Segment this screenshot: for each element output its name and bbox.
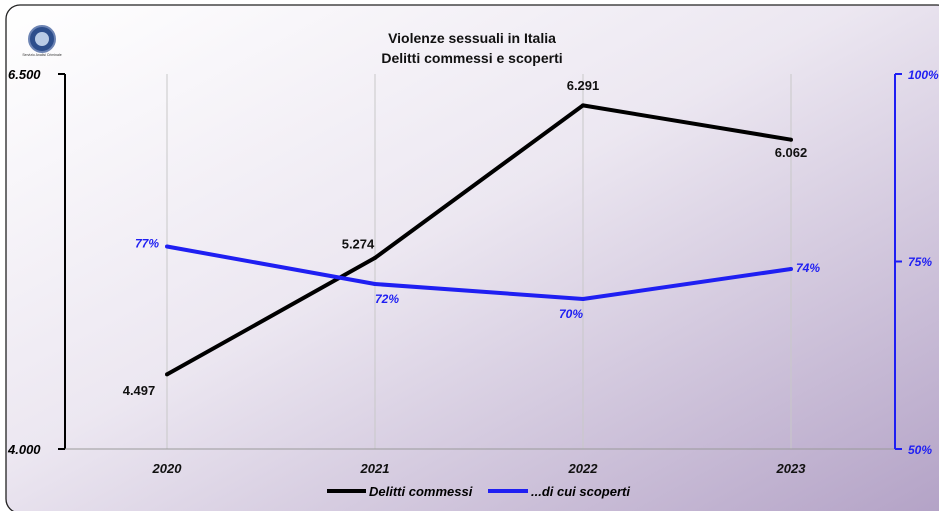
point-delitti-2023 (789, 138, 793, 142)
x-tick-label-2020: 2020 (152, 461, 183, 476)
data-label-delitti-2022: 6.291 (567, 78, 600, 93)
x-tick-label-2023: 2023 (776, 461, 807, 476)
right-axis-mid-label: 75% (908, 255, 932, 269)
point-scoperti-2022 (581, 297, 585, 301)
left-axis-min-label: 4.000 (7, 442, 41, 457)
legend-label-delitti: Delitti commessi (369, 484, 473, 499)
chart-title: Violenze sessuali in Italia (388, 30, 556, 46)
data-label-scoperti-2022: 70% (559, 307, 583, 321)
data-label-scoperti-2020: 77% (135, 237, 159, 251)
legend-label-scoperti: ...di cui scoperti (531, 484, 630, 499)
point-delitti-2020 (165, 372, 169, 376)
point-delitti-2021 (373, 256, 377, 260)
data-label-delitti-2020: 4.497 (123, 383, 156, 398)
right-axis-max-label: 100% (908, 68, 939, 82)
x-tick-label-2021: 2021 (360, 461, 390, 476)
data-label-scoperti-2021: 72% (375, 292, 399, 306)
point-scoperti-2020 (165, 245, 169, 249)
data-label-delitti-2021: 5.274 (342, 236, 375, 251)
x-tick-label-2022: 2022 (568, 461, 599, 476)
data-label-delitti-2023: 6.062 (775, 145, 808, 160)
left-axis-max-label: 6.500 (8, 67, 41, 82)
point-delitti-2022 (581, 103, 585, 107)
point-scoperti-2023 (789, 267, 793, 271)
chart-frame (6, 5, 939, 511)
logo-text: Servizio Analisi Criminale (22, 53, 61, 57)
point-scoperti-2021 (373, 282, 377, 286)
data-label-scoperti-2023: 74% (796, 261, 820, 275)
right-axis-min-label: 50% (908, 443, 932, 457)
chart-subtitle: Delitti commessi e scoperti (381, 50, 562, 66)
